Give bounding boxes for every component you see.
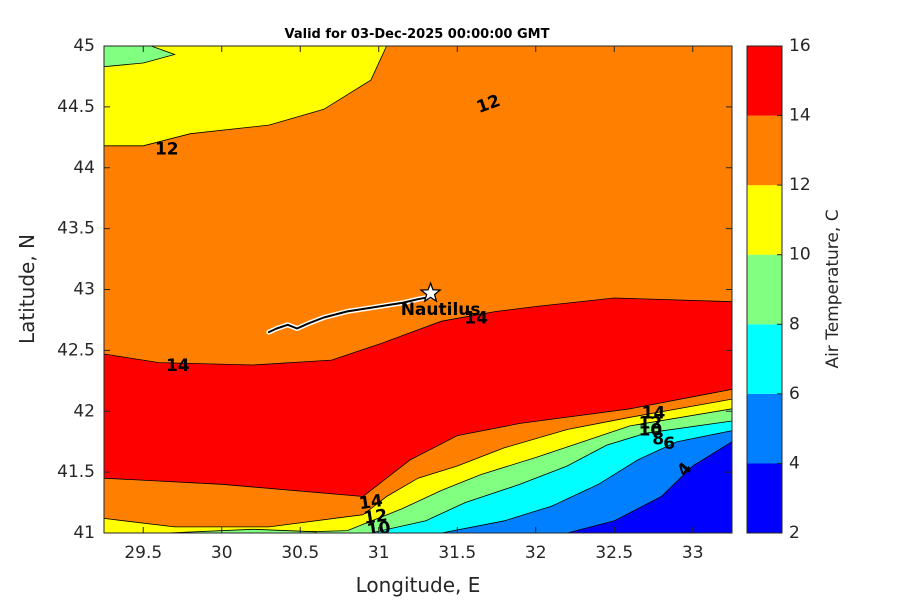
colorbar-tick-label: 8 (789, 314, 800, 334)
y-tick-label: 45 (73, 36, 95, 56)
colorbar-band-12 (747, 115, 782, 186)
y-tick-label: 44.5 (57, 97, 95, 117)
colorbar-tick-label: 16 (789, 36, 811, 56)
contour-region-2 (567, 441, 732, 533)
colorbar-tick-label: 6 (789, 384, 800, 404)
contour-label: 6 (663, 434, 675, 454)
contour-region-14 (104, 297, 732, 497)
contour-label: 14 (464, 309, 488, 329)
y-axis-label: Latitude, N (15, 234, 39, 344)
contour-region-8 (166, 528, 317, 533)
colorbar-band-2 (747, 463, 782, 533)
ship-track-layer: Nautilus (266, 281, 481, 335)
colorbar-band-4 (747, 393, 782, 464)
contour-label: 14 (358, 491, 384, 514)
y-tick-label: 42.5 (57, 340, 95, 360)
colorbar-tick-label: 10 (789, 245, 811, 265)
x-tick-label: 30 (211, 543, 233, 563)
colorbar-band-10 (747, 185, 782, 255)
contour-label: 14 (642, 404, 666, 424)
contour-label: 8 (652, 429, 664, 449)
x-tick-label: 31 (368, 543, 390, 563)
colorbar (747, 46, 782, 533)
x-tick-label: 33 (682, 543, 704, 563)
colorbar-frame (746, 45, 783, 534)
colorbar-ticks: 2 4 6 8 10 12 14 16 (777, 36, 811, 543)
ship-name-label: Nautilus (401, 300, 481, 320)
x-tick-label: 32 (525, 543, 547, 563)
contour-label: 12 (362, 506, 388, 529)
contour-label: 12 (155, 140, 179, 160)
y-tick-label: 43 (73, 280, 95, 300)
chart-title: Valid for 03-Dec-2025 00:00:00 GMT (285, 27, 550, 42)
y-axis-ticks: 41 41.5 42 42.5 43 43.5 44 44.5 45 (57, 36, 732, 543)
contour-region-8 (104, 46, 176, 68)
colorbar-band-6 (747, 324, 782, 394)
colorbar-tick-label: 12 (789, 175, 811, 195)
colorbar-band-14 (747, 46, 782, 116)
y-tick-label: 41.5 (57, 462, 95, 482)
contour-label: 14 (166, 356, 190, 376)
y-tick-label: 43.5 (57, 219, 95, 239)
contour-label: 10 (639, 421, 663, 441)
contour-label: 10 (366, 518, 392, 541)
colorbar-tick-label: 2 (789, 523, 800, 543)
colorbar-label: Air Temperature, C (823, 209, 843, 368)
colorbar-tick-label: 14 (789, 106, 811, 126)
x-tick-label: 30.5 (281, 543, 319, 563)
y-tick-label: 44 (73, 158, 95, 178)
x-axis-ticks: 29.5 30 30.5 31 31.5 32 32.5 33 (124, 46, 704, 563)
x-tick-label: 29.5 (124, 543, 162, 563)
ship-position-star-icon (419, 281, 442, 303)
colorbar-tick-label: 4 (789, 453, 800, 473)
x-tick-label: 32.5 (595, 543, 633, 563)
y-tick-label: 42 (73, 401, 95, 421)
x-axis-label: Longitude, E (356, 573, 481, 597)
contour-region-10 (104, 46, 388, 147)
contour-regions (104, 46, 732, 533)
ship-track-line (267, 295, 432, 334)
y-tick-label: 41 (73, 523, 95, 543)
contour-label: 12 (639, 413, 663, 433)
x-tick-label: 31.5 (438, 543, 476, 563)
colorbar-band-8 (747, 254, 782, 325)
